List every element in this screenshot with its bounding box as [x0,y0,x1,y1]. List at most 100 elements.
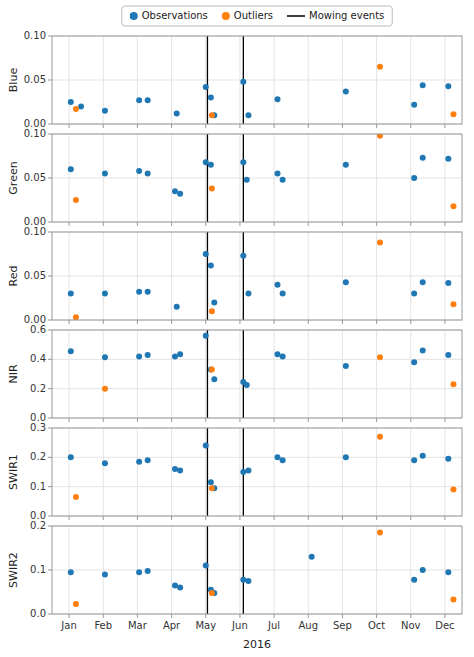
grid-line [205,330,206,418]
point [411,457,417,463]
x-tick [444,222,445,226]
y-tick [48,526,52,527]
point [377,530,383,536]
point [445,352,451,358]
x-tick [444,516,445,520]
grid-line [205,36,206,124]
x-tick [171,614,172,618]
legend-item: Outliers [222,10,273,21]
point [177,191,183,197]
x-tick [376,418,377,422]
plot-background [52,36,462,124]
legend-label: Observations [142,10,208,21]
grid-line [52,359,462,360]
grid-line [308,428,309,516]
point [343,162,349,168]
x-tick [137,124,138,128]
x-tick [239,320,240,324]
point [420,155,426,161]
mowing-line [207,134,208,222]
grid-line [376,36,377,124]
x-tick [137,222,138,226]
y-tick [48,134,52,135]
point [136,459,142,465]
x-tick [137,418,138,422]
x-tick [103,320,104,324]
x-tick [103,222,104,226]
plot-background [52,330,462,418]
point [445,280,451,286]
grid-line [171,36,172,124]
mowing-line [243,526,244,614]
grid-line [410,526,411,614]
data-group [68,134,457,222]
x-tick [239,614,240,618]
x-tick [69,124,70,128]
grid-line [103,428,104,516]
y-tick [48,570,52,571]
point [73,106,79,112]
grid-line [205,134,206,222]
grid-line [410,330,411,418]
y-axis-label: Blue [7,68,20,93]
point [445,569,451,575]
y-tick [48,36,52,37]
point [280,353,286,359]
grid-line [137,36,138,124]
x-tick [69,320,70,324]
point [203,159,209,165]
y-axis-label: Red [7,266,20,287]
point [275,282,281,288]
data-group [68,428,457,516]
panel: 0.00.10.20.3SWIR1 [7,422,462,521]
point [244,177,250,183]
data-group [68,36,457,124]
point [420,453,426,459]
point [245,291,251,297]
panel: 0.00.10.2JanFebMarAprMayJunJulAugSepOctN… [7,520,462,651]
point [78,103,84,109]
plot-background [52,232,462,320]
y-tick-label: 0.0 [30,608,46,619]
panel: 0.000.050.10Red [7,226,462,325]
x-tick [342,614,343,618]
point [377,354,383,360]
point [280,457,286,463]
point [102,386,108,392]
grid-line [274,232,275,320]
x-tick [69,614,70,618]
grid-line [274,36,275,124]
point [172,353,178,359]
frame [52,526,462,614]
x-tick [308,418,309,422]
grid-line [205,232,206,320]
x-tick [137,516,138,520]
y-axis-label: NIR [7,364,20,383]
point [177,351,183,357]
x-tick-label: Apr [163,620,181,631]
point [208,162,214,168]
x-tick [410,320,411,324]
panel: 0.000.050.10Blue [7,30,462,129]
y-tick-label: 0.4 [30,353,46,364]
point [203,251,209,257]
point [172,188,178,194]
legend: ObservationsOutliersMowing events [122,6,393,26]
y-tick [48,614,52,615]
x-tick [239,418,240,422]
point [68,166,74,172]
mowing-line [243,134,244,222]
point [420,82,426,88]
x-tick [69,516,70,520]
point [411,291,417,297]
point [343,363,349,369]
x-tick [444,124,445,128]
point [145,97,151,103]
x-tick [342,516,343,520]
legend-box [122,6,393,26]
y-tick [48,418,52,419]
x-tick [205,614,206,618]
x-tick [171,516,172,520]
x-tick [69,222,70,226]
point [102,108,108,114]
